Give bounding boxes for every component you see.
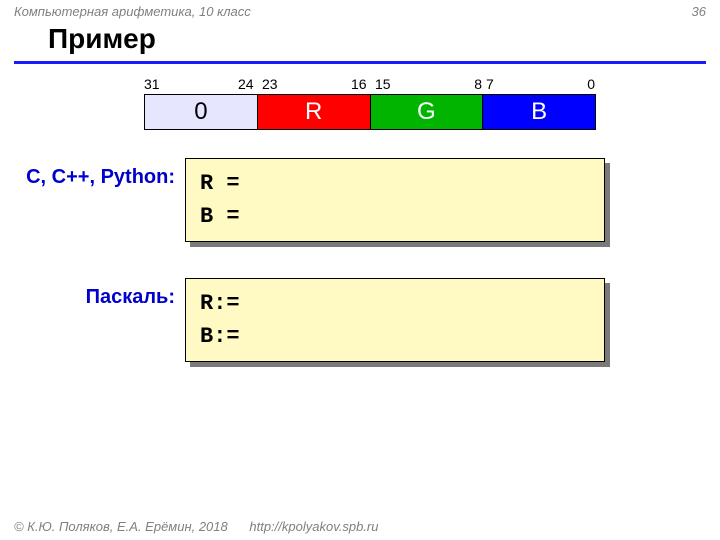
page-number: 36: [692, 4, 706, 19]
bit-label: 16: [351, 76, 367, 92]
byte-g: G: [371, 95, 484, 129]
block-c: C, C++, Python: R = B =: [0, 158, 720, 242]
bit-label: 23: [262, 76, 278, 92]
slide-title: Пример: [14, 21, 706, 64]
bit-label: 24: [238, 76, 254, 92]
bit-label: 15: [375, 76, 391, 92]
bit-label: 31: [144, 76, 160, 92]
code-line: B:=: [200, 320, 590, 353]
code-line: R =: [200, 167, 590, 200]
code-box-wrap: R:= B:=: [185, 278, 605, 362]
byte-r: R: [258, 95, 371, 129]
block-pascal: Паскаль: R:= B:=: [0, 278, 720, 362]
bit-label: 7: [486, 76, 494, 92]
bit-label: 0: [585, 76, 595, 92]
footer-url: http://kpolyakov.spb.ru: [249, 519, 378, 534]
header: Компьютерная арифметика, 10 класс 36: [0, 0, 720, 21]
bit-label: 8: [472, 76, 482, 92]
code-line: R:=: [200, 287, 590, 320]
code-box: R:= B:=: [185, 278, 605, 362]
block-label: C, C++, Python:: [0, 158, 185, 189]
byte-row: 0 R G B: [144, 94, 596, 130]
bit-diagram: 31 24 23 16 15 8 7 0 0 R G B: [144, 76, 596, 130]
byte-b: B: [483, 95, 595, 129]
footer: © К.Ю. Поляков, Е.А. Ерёмин, 2018 http:/…: [14, 519, 378, 534]
code-box: R = B =: [185, 158, 605, 242]
block-label: Паскаль:: [0, 278, 185, 309]
byte-0: 0: [145, 95, 258, 129]
code-line: B =: [200, 200, 590, 233]
course-name: Компьютерная арифметика, 10 класс: [14, 4, 251, 19]
copyright: © К.Ю. Поляков, Е.А. Ерёмин, 2018: [14, 519, 228, 534]
code-box-wrap: R = B =: [185, 158, 605, 242]
bit-labels: 31 24 23 16 15 8 7 0: [144, 76, 596, 94]
